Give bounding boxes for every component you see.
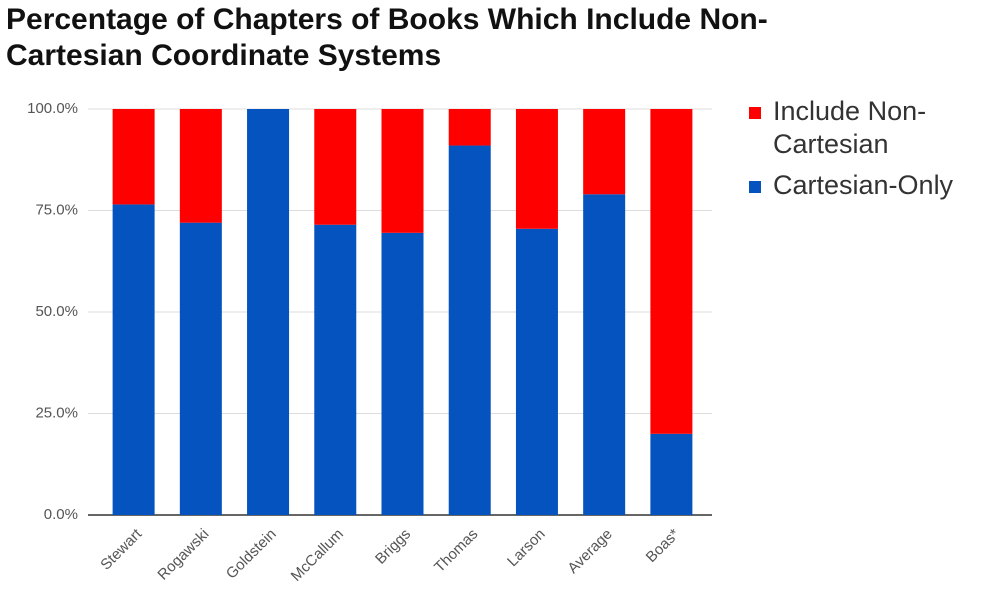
x-tick-label: Larson — [504, 526, 548, 570]
bar-segment — [112, 204, 155, 515]
bar-segment — [314, 109, 357, 225]
bar-segment — [448, 145, 491, 516]
bar-segment — [448, 109, 491, 146]
legend-item: Cartesian-Only — [745, 169, 995, 202]
x-tick-label: Average — [564, 526, 615, 577]
bar-segment — [583, 109, 626, 195]
y-tick-label: 25.0% — [35, 404, 78, 421]
bar-segment — [650, 433, 693, 515]
bar-segment — [179, 222, 222, 515]
bar-segment — [112, 109, 155, 205]
bar-segment — [650, 109, 693, 434]
legend: Include Non-Cartesian Cartesian-Only — [745, 95, 995, 210]
legend-item: Include Non-Cartesian — [745, 95, 995, 161]
x-tick-label: Rogawski — [154, 526, 212, 584]
y-tick-label: 100.0% — [27, 100, 78, 117]
bar-segment — [247, 109, 290, 515]
bar-segment — [314, 224, 357, 515]
legend-label: Include Non-Cartesian — [773, 96, 927, 159]
y-tick-label: 50.0% — [35, 303, 78, 320]
legend-label: Cartesian-Only — [773, 170, 954, 200]
legend-swatch — [749, 107, 761, 119]
y-tick-label: 0.0% — [44, 506, 78, 523]
bar-segment — [515, 109, 558, 229]
bar-segment — [381, 109, 424, 233]
legend-swatch — [749, 181, 761, 193]
chart-title: Percentage of Chapters of Books Which In… — [6, 3, 768, 72]
x-tick-label: Thomas — [431, 526, 481, 576]
x-tick-label: Stewart — [97, 525, 146, 574]
y-tick-label: 75.0% — [35, 201, 78, 218]
bar-segment — [583, 194, 626, 515]
x-tick-label: Boas* — [643, 526, 683, 566]
bar-segment — [381, 232, 424, 515]
x-tick-label: McCallum — [288, 526, 347, 585]
bar-segment — [515, 228, 558, 515]
x-tick-label: Goldstein — [223, 526, 280, 583]
bar-segment — [179, 109, 222, 223]
x-tick-label: Briggs — [372, 526, 414, 568]
